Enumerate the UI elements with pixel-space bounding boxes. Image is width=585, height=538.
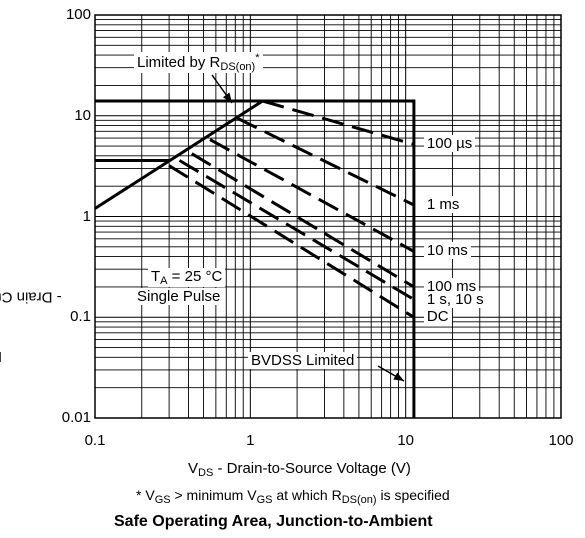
x-axis-label: VDS - Drain-to-Source Voltage (V) [188,460,411,479]
y-axis-label: ID - Drain Current (A) [0,288,62,365]
y-tick-label: 100 [65,6,91,23]
x-tick-label: 0.1 [84,432,106,449]
series-line-1-s-10-s [178,159,415,301]
series-line-dc [168,164,415,319]
x-tick-label: 100 [548,432,574,449]
bvdss-annotation: BVDSS Limited [248,352,358,369]
y-tick-label: 10 [74,106,91,124]
series-line-100-s [262,99,415,146]
y-tick-label: 0.01 [61,409,91,426]
y-tick-label: 1 [82,207,91,225]
series-label: 10 ms [423,242,471,260]
footnote: * VGS > minimum VGS at which RDS(on) is … [136,487,450,506]
series-label: 100 µs [423,135,476,153]
rds-arrow-head [222,92,232,103]
series-label: 1 s, 10 s [423,290,487,308]
grid [94,15,561,419]
series-label: DC [423,308,452,326]
y-tick-label: 0.1 [70,308,91,326]
rds-annotation: Limited by RDS(on)* [134,52,263,73]
series-line-100-ms [191,152,415,289]
bvdss-arrow-head [393,372,404,381]
series-line-10-ms [209,138,415,253]
annotation-arrows [211,74,405,382]
ta-annotation: TA = 25 °C [148,268,226,287]
limit-line [94,99,416,418]
series-label: 1 ms [423,196,463,214]
x-tick-label: 1 [246,432,255,449]
chart-title: Safe Operating Area, Junction-to-Ambient [114,513,433,530]
x-tick-label: 10 [397,432,414,449]
plot-frame [94,14,562,419]
series-group [94,99,416,418]
pulse-annotation: Single Pulse [134,288,224,305]
series-line-1-ms [236,116,415,207]
